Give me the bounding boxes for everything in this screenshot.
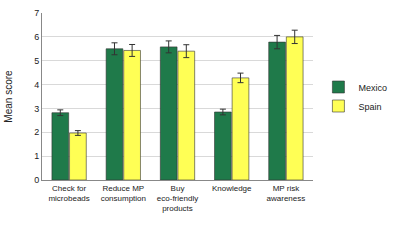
svg-text:4: 4 (34, 80, 39, 90)
svg-text:5: 5 (34, 56, 39, 66)
svg-text:Knowledge: Knowledge (212, 184, 252, 193)
svg-text:Mean score: Mean score (3, 70, 14, 123)
svg-text:3: 3 (34, 104, 39, 114)
svg-text:Check formicrobeads: Check formicrobeads (48, 184, 89, 203)
svg-text:MP riskawareness: MP riskawareness (267, 184, 306, 203)
svg-text:0: 0 (34, 175, 39, 185)
svg-text:1: 1 (34, 151, 39, 161)
svg-text:7: 7 (34, 8, 39, 18)
svg-text:Spain: Spain (358, 102, 381, 112)
svg-text:2: 2 (34, 127, 39, 137)
svg-text:Mexico: Mexico (358, 83, 387, 93)
svg-text:Reduce MPconsumption: Reduce MPconsumption (101, 184, 146, 203)
svg-text:Buyeco-friendlyproducts: Buyeco-friendlyproducts (157, 184, 198, 214)
svg-text:6: 6 (34, 32, 39, 42)
